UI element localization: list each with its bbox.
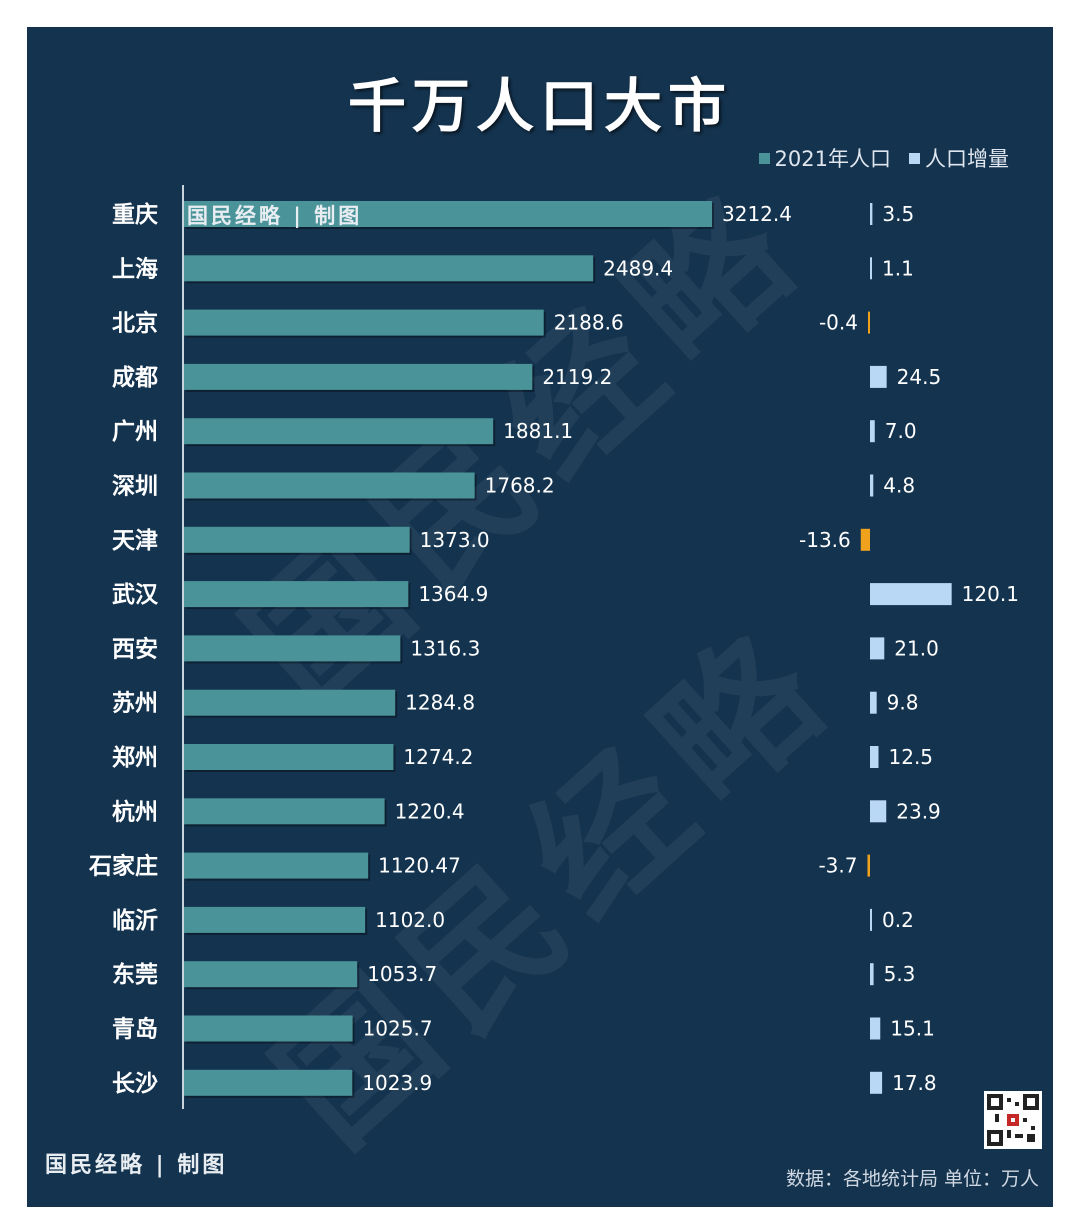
increase-label: 120.1 [962,582,1019,606]
increase-bar [860,528,870,551]
population-bar [184,852,369,879]
increase-label: 15.1 [890,1017,935,1041]
category-label: 青岛 [112,1016,158,1043]
population-label: 1023.9 [362,1071,432,1095]
population-bar [184,961,358,988]
brand-label: 国民经略 | 制图 [45,1152,228,1178]
increase-label: 12.5 [889,745,934,769]
increase-label: -3.7 [818,854,857,878]
brand-inline-label: 国民经略 | 制图 [187,203,363,228]
increase-bar [870,1017,881,1040]
population-bar [184,689,396,716]
population-bar [184,309,544,336]
increase-bar [870,1071,883,1094]
increase-bar [870,474,874,497]
increase-bar [870,583,952,606]
population-label: 1284.8 [405,691,475,715]
chart-title: 千万人口大市 [347,72,732,140]
increase-label: 7.0 [885,419,917,443]
population-label: 1364.9 [418,582,488,606]
category-label: 武汉 [112,582,159,608]
increase-label: -13.6 [799,528,851,552]
legend-swatch-population [758,152,770,164]
increase-label: 24.5 [897,365,942,389]
population-label: 2119.2 [542,365,612,389]
category-label: 深圳 [112,474,158,500]
population-label: 1881.1 [503,419,573,443]
increase-label: 23.9 [896,799,941,823]
population-label: 1120.47 [378,854,461,878]
increase-label: 3.5 [882,202,914,226]
bar-chart: 重庆 3212.4 3.5 上海 2489.4 1.1 北京 2188.6 -0.4 成都 2119… [88,185,1019,1109]
category-label: 北京 [112,310,158,337]
population-bar [184,581,409,608]
increase-bar [870,908,872,931]
increase-bar [870,800,887,823]
increase-bar [870,365,887,388]
increase-label: 1.1 [882,256,914,280]
legend-label-increase: 人口增量 [925,147,1009,171]
population-bar [184,744,394,770]
legend-label-population: 2021年人口 [774,147,891,171]
increase-label: 4.8 [883,474,915,498]
increase-bar [867,854,870,877]
legend-item-increase: 人口增量 [909,143,1009,173]
population-label: 1102.0 [375,908,445,932]
increase-bar [870,420,875,443]
chart-panel: 国民经略 国民经略 千万人口大市 2021年人口 人口增量 重庆 3212.4 3.… [27,27,1053,1207]
legend-item-population: 2021年人口 [758,143,891,173]
category-label: 西安 [112,635,158,662]
population-bar [184,363,533,390]
population-label: 1768.2 [485,474,555,498]
category-label: 重庆 [112,201,158,228]
population-label: 2188.6 [554,311,624,335]
category-label: 东莞 [112,961,158,988]
category-label: 石家庄 [88,853,158,880]
increase-label: 21.0 [894,636,939,660]
population-label: 1053.7 [367,962,437,986]
category-label: 临沂 [112,907,158,934]
population-label: 1220.4 [395,799,465,823]
qr-code-icon [984,1091,1042,1149]
increase-label: 0.2 [882,908,914,932]
population-bar [184,1069,353,1096]
population-label: 1274.2 [403,745,473,769]
increase-bar [870,637,885,660]
increase-label: 17.8 [892,1071,937,1095]
increase-bar [870,203,873,225]
population-label: 3212.4 [722,202,792,226]
population-bar [184,526,410,553]
increase-bar [868,311,870,334]
legend: 2021年人口 人口增量 [741,143,1009,173]
population-label: 1373.0 [420,528,490,552]
category-label: 苏州 [112,691,158,717]
population-bar [184,255,594,282]
population-label: 2489.4 [603,256,673,280]
category-label: 上海 [112,255,158,282]
population-bar [184,1015,353,1042]
source-note: 数据：各地统计局 单位：万人 [785,1168,1039,1190]
increase-bar [870,746,879,768]
increase-bar [870,963,874,986]
legend-swatch-increase [909,152,920,164]
increase-label: 9.8 [887,691,919,715]
category-label: 杭州 [112,798,158,825]
category-label: 郑州 [112,745,158,771]
category-label: 成都 [112,365,158,391]
population-label: 1316.3 [410,636,480,660]
population-bar [184,906,366,933]
increase-label: -0.4 [819,311,858,335]
increase-bar [870,691,877,714]
category-label: 天津 [112,527,158,554]
population-label: 1025.7 [363,1017,433,1041]
population-bar [184,798,385,825]
increase-bar [870,257,872,280]
population-bar [184,472,475,499]
population-bar [184,201,712,227]
category-label: 广州 [112,418,158,445]
increase-label: 5.3 [884,962,916,986]
category-label: 长沙 [112,1071,158,1097]
population-bar [184,418,494,445]
population-bar [184,635,401,662]
